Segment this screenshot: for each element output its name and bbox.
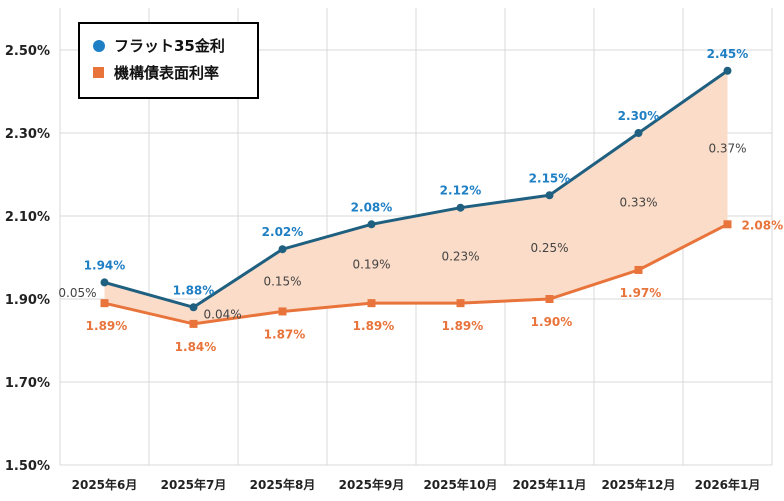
spread-label: 0.04% bbox=[204, 308, 242, 322]
marker-bond bbox=[278, 307, 287, 316]
data-label-flat35: 2.12% bbox=[440, 184, 482, 198]
spread-area bbox=[104, 70, 728, 324]
marker-flat35 bbox=[189, 303, 198, 312]
legend-label-flat35: フラット35金利 bbox=[114, 37, 225, 55]
x-tick-label: 2025年11月 bbox=[512, 477, 586, 492]
data-labels: 1.94% 1.88% 2.02% 2.08% 2.12% 2.15% 2.30% 2.45%… bbox=[58, 47, 783, 354]
y-axis: 2.50% 2.30% 2.10% 1.90% 1.70% 1.50% bbox=[5, 44, 50, 474]
marker-bond bbox=[189, 319, 198, 328]
spread-label: 0.23% bbox=[441, 249, 479, 263]
marker-flat35 bbox=[367, 220, 376, 229]
x-tick-label: 2025年12月 bbox=[601, 477, 675, 492]
legend-label-bond: 機構債表面利率 bbox=[114, 64, 219, 82]
marker-flat35 bbox=[278, 245, 287, 254]
y-tick-label: 2.30% bbox=[5, 127, 50, 142]
x-tick-label: 2025年6月 bbox=[72, 477, 138, 492]
marker-flat35 bbox=[634, 129, 643, 137]
data-label-bond: 1.97% bbox=[620, 286, 662, 300]
spread-label: 0.33% bbox=[619, 195, 657, 209]
marker-flat35 bbox=[545, 191, 554, 200]
series-line-flat35 bbox=[104, 69, 729, 309]
y-tick-label: 1.70% bbox=[5, 376, 50, 391]
series-line-bond bbox=[104, 222, 729, 326]
x-tick-label: 2026年1月 bbox=[695, 477, 761, 492]
marker-flat35 bbox=[723, 66, 732, 75]
marker-bond bbox=[723, 220, 732, 229]
data-label-flat35: 1.88% bbox=[173, 283, 215, 297]
x-tick-label: 2025年9月 bbox=[339, 477, 405, 492]
x-tick-label: 2025年8月 bbox=[250, 477, 316, 492]
spread-label: 0.15% bbox=[263, 274, 301, 288]
data-label-bond: 1.84% bbox=[175, 340, 217, 354]
data-label-flat35: 2.08% bbox=[351, 200, 393, 214]
data-label-bond: 2.08% bbox=[742, 218, 784, 232]
x-axis: 2025年6月 2025年7月 2025年8月 2025年9月 2025年10月 2025… bbox=[72, 477, 761, 492]
marker-bond bbox=[100, 299, 109, 308]
marker-bond bbox=[545, 295, 554, 303]
legend-box bbox=[78, 22, 259, 99]
y-tick-label: 1.90% bbox=[5, 293, 50, 308]
data-label-bond: 1.90% bbox=[531, 315, 573, 329]
spread-label: 0.25% bbox=[530, 241, 568, 255]
data-label-flat35: 1.94% bbox=[84, 258, 126, 272]
data-label-bond: 1.89% bbox=[86, 319, 128, 333]
spread-fill bbox=[104, 70, 728, 324]
spread-label: 0.37% bbox=[708, 142, 746, 156]
data-label-flat35: 2.30% bbox=[618, 109, 660, 123]
marker-flat35 bbox=[456, 203, 465, 212]
marker-flat35 bbox=[100, 278, 109, 287]
data-label-flat35: 2.45% bbox=[707, 47, 749, 61]
y-tick-label: 2.10% bbox=[5, 210, 50, 225]
legend-marker-flat35 bbox=[93, 40, 105, 52]
x-tick-label: 2025年7月 bbox=[161, 477, 227, 492]
data-label-bond: 1.87% bbox=[264, 327, 306, 341]
data-label-bond: 1.89% bbox=[442, 319, 484, 333]
y-tick-label: 2.50% bbox=[5, 44, 50, 59]
data-label-flat35: 2.15% bbox=[529, 171, 571, 185]
marker-bond bbox=[634, 265, 643, 274]
y-tick-label: 1.50% bbox=[5, 459, 50, 474]
spread-label: 0.19% bbox=[352, 258, 390, 272]
marker-bond bbox=[367, 299, 376, 308]
marker-bond bbox=[456, 299, 465, 308]
series-lines bbox=[100, 66, 732, 328]
data-label-flat35: 2.02% bbox=[262, 225, 304, 239]
x-tick-label: 2025年10月 bbox=[423, 477, 497, 492]
spread-label: 0.05% bbox=[58, 286, 96, 300]
data-label-bond: 1.89% bbox=[353, 319, 395, 333]
legend: フラット35金利 機構債表面利率 bbox=[78, 22, 259, 99]
legend-marker-bond bbox=[93, 67, 104, 78]
